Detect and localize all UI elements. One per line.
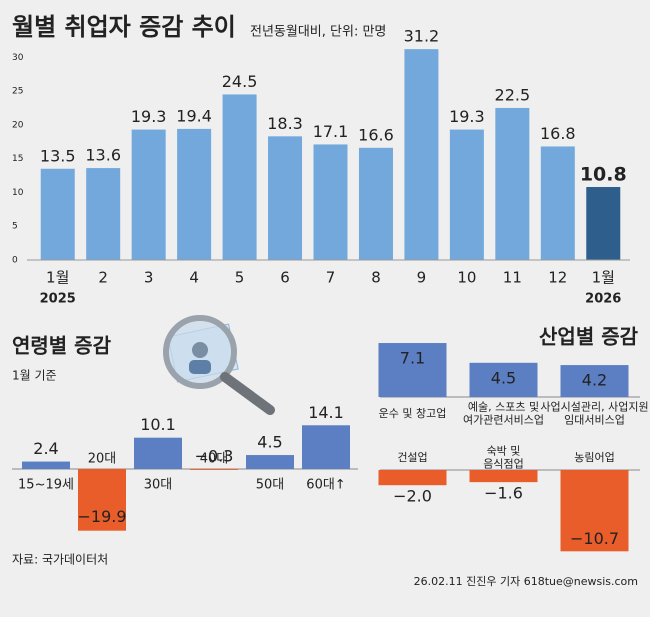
x-tick-label: 1월 [592,269,615,287]
source: 자료: 국가데이터처 [12,553,108,567]
bar [358,147,393,260]
section-title: 산업별 증감 [539,325,639,349]
value-label: 2.4 [33,439,58,458]
bar [404,49,439,260]
x-tick-label: 10 [457,269,476,287]
category-label: 30대 [144,478,173,493]
value-label: 16.8 [540,124,576,143]
y-tick-label: 30 [12,53,24,63]
value-label: 13.5 [40,146,76,165]
x-tick-label: 3 [144,269,154,287]
category-label: 50대 [256,478,285,493]
bar [246,455,294,469]
bar [177,128,212,260]
bar [469,470,538,483]
bar [134,437,182,469]
value-label: 10.1 [140,415,176,434]
bar [378,470,447,486]
value-label: 17.1 [313,122,349,141]
x-tick-label: 12 [548,269,567,287]
value-label: 14.1 [308,403,344,422]
bar [378,343,447,397]
value-label: 22.5 [495,85,531,104]
bar [302,425,350,469]
value-label: 18.3 [267,114,303,133]
value-label: 19.3 [131,107,167,126]
value-label: 31.2 [404,27,440,46]
category-label: 건설업 [397,451,427,464]
section-title: 연령별 증감 [12,334,112,358]
value-label: 10.8 [580,164,627,186]
bar [131,129,166,260]
y-tick-label: 25 [12,87,23,97]
value-label: 16.6 [358,125,394,144]
category-label: 40대 [200,452,229,467]
category-label: 15~19세 [18,478,74,493]
value-label: 13.6 [85,146,121,165]
y-tick-label: 15 [12,154,23,164]
bar [586,187,621,260]
section-subtitle: 1월 기준 [12,369,57,383]
x-tick-label: 8 [371,269,381,287]
y-tick-label: 10 [12,188,24,198]
bar [86,168,121,260]
y-tick-label: 20 [12,120,24,130]
value-label: 4.2 [582,371,607,390]
x-tick-label: 9 [417,269,427,287]
bar [495,107,530,260]
category-label: 운수 및 창고업 [379,407,447,420]
bar [313,144,348,260]
bar [22,461,70,469]
value-label: −1.6 [484,484,523,503]
category-label: 20대 [88,452,117,467]
chart-subtitle: 전년동월대비, 단위: 만명 [250,25,386,40]
bar [469,362,538,397]
category-label: 예술, 스포츠 및 여가관련서비스업 [463,400,544,426]
value-label: 19.4 [176,106,212,125]
chart-title: 월별 취업자 증감 추이 [12,13,236,41]
x-tick-label: 4 [189,269,199,287]
value-label: 4.5 [491,368,516,387]
category-label: 60대↑ [306,478,345,493]
value-label: −2.0 [393,487,432,506]
value-label: 4.5 [257,433,282,452]
bar [40,168,75,260]
value-label: −0.3 [195,446,234,465]
category-label: 숙박 및 음식점업 [483,444,523,470]
value-label: 7.1 [400,349,425,368]
bar [268,136,303,260]
x-tick-label: 7 [326,269,336,287]
bar [190,469,238,470]
value-label: −19.9 [77,507,126,526]
x-tick-label: 6 [280,269,290,287]
bar [78,469,126,531]
x-tick-label: 11 [503,269,522,287]
value-label: −10.7 [570,529,619,548]
value-label: 19.3 [449,107,485,126]
y-tick-label: 5 [12,222,18,232]
category-label: 농림어업 [574,451,614,464]
value-label: 24.5 [222,72,258,91]
x-tick-label: 5 [235,269,245,287]
bar [222,94,257,260]
y-tick-label: 0 [12,256,18,266]
bar [560,365,629,397]
year-label: 2026 [585,292,621,307]
category-label: 사업시설관리, 사업지원 임대서비스업 [540,400,648,426]
bar [560,470,629,552]
magnifier-icon [163,315,275,415]
year-label: 2025 [40,292,76,307]
x-tick-label: 2 [98,269,108,287]
bar [540,146,575,260]
x-tick-label: 1월 [46,269,69,287]
bar [449,129,484,260]
credit: 26.02.11 진진우 기자 618tue@newsis.com [414,575,638,588]
